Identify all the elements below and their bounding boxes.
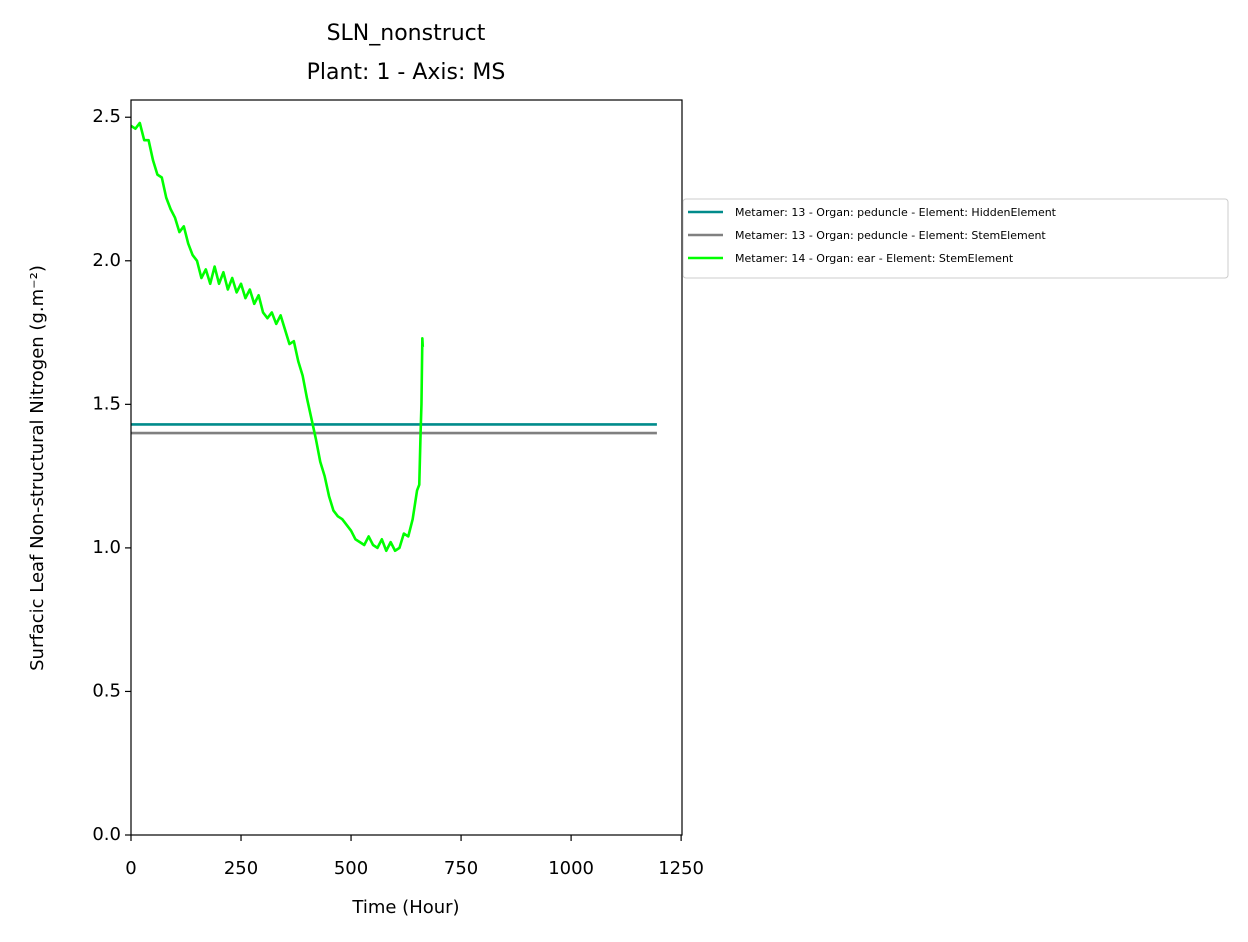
x-tick-label: 750 xyxy=(444,858,478,879)
x-tick-label: 1000 xyxy=(548,858,594,879)
x-tick-label: 1250 xyxy=(658,858,704,879)
x-tick-label: 0 xyxy=(125,858,136,879)
chart-subtitle: Plant: 1 - Axis: MS xyxy=(307,60,506,85)
legend-label: Metamer: 13 - Organ: peduncle - Element:… xyxy=(735,229,1046,242)
x-axis-label: Time (Hour) xyxy=(351,897,459,918)
y-axis-label: Surfacic Leaf Non-structural Nitrogen (g… xyxy=(27,265,48,671)
y-tick-label: 2.0 xyxy=(92,250,121,271)
plot-frame xyxy=(130,99,683,836)
legend-box xyxy=(682,198,1229,279)
x-tick-label: 500 xyxy=(334,858,368,879)
y-tick-label: 1.0 xyxy=(92,537,121,558)
chart-title: SLN_nonstruct xyxy=(327,21,486,46)
y-tick-label: 1.5 xyxy=(92,393,121,414)
legend-label: Metamer: 14 - Organ: ear - Element: Stem… xyxy=(735,252,1014,265)
legend-label: Metamer: 13 - Organ: peduncle - Element:… xyxy=(735,206,1057,219)
series-line xyxy=(130,121,425,553)
y-tick-label: 0.5 xyxy=(92,680,121,701)
y-tick-label: 0.0 xyxy=(92,824,121,845)
y-tick-label: 2.5 xyxy=(92,106,121,127)
x-tick-label: 250 xyxy=(224,858,258,879)
